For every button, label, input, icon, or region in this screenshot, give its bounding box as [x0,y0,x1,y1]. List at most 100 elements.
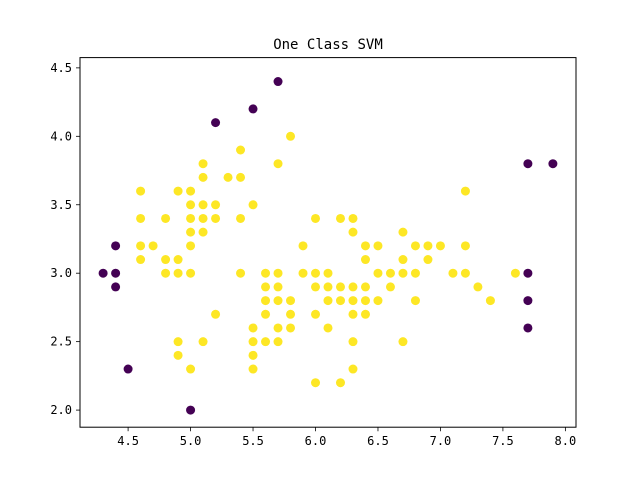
x-axis-ticks: 4.5 5.0 5.5 6.0 6.5 7.0 7.5 8.0 [117,427,576,448]
outlier-point [523,159,533,169]
inlier-point [161,213,171,223]
inlier-point [510,268,520,278]
outlier-point [186,405,196,415]
y-tick-label: 4.5 [50,61,72,75]
inlier-point [261,282,271,292]
inlier-point [261,309,271,319]
inlier-point [173,337,183,347]
inlier-point [410,241,420,251]
inlier-point [248,350,258,360]
inlier-point [348,282,358,292]
inlier-point [385,268,395,278]
inlier-point [186,364,196,374]
inlier-point [348,309,358,319]
inlier-point [323,282,333,292]
inlier-point [410,296,420,306]
inlier-point [423,241,433,251]
outlier-point [111,282,121,292]
inlier-point [198,337,208,347]
inlier-point [173,186,183,196]
outlier-point [523,268,533,278]
inlier-point [485,296,495,306]
inlier-point [311,213,321,223]
inlier-point [323,268,333,278]
outlier-point [111,268,121,278]
inlier-point [360,241,370,251]
inlier-point [286,323,296,333]
inlier-point [186,186,196,196]
inlier-point [248,323,258,333]
outlier-point [248,104,258,114]
points-layer [98,77,558,415]
inlier-point [236,172,246,182]
y-tick-label: 3.5 [50,198,72,212]
inlier-point [398,255,408,265]
inlier-point [198,172,208,182]
inlier-point [211,213,221,223]
inlier-point [373,241,383,251]
inlier-point [273,268,283,278]
y-axis-ticks: 2.0 2.5 3.0 3.5 4.0 4.5 [50,61,80,417]
inlier-point [136,255,146,265]
y-tick-label: 2.5 [50,335,72,349]
x-tick-label: 5.0 [180,434,202,448]
inlier-point [223,172,233,182]
inlier-point [323,323,333,333]
outlier-point [523,323,533,333]
inlier-point [348,296,358,306]
x-tick-label: 4.5 [117,434,139,448]
inlier-point [348,337,358,347]
y-tick-label: 4.0 [50,129,72,143]
inlier-point [448,268,458,278]
inlier-point [186,227,196,237]
chart-title: One Class SVM [273,37,383,53]
inlier-point [236,213,246,223]
inlier-point [186,213,196,223]
inlier-point [311,282,321,292]
inlier-point [286,309,296,319]
inlier-point [385,282,395,292]
inlier-point [360,282,370,292]
inlier-point [360,255,370,265]
plot-frame [79,57,577,428]
inlier-point [335,378,345,388]
inlier-point [323,296,333,306]
inlier-point [273,159,283,169]
inlier-point [261,296,271,306]
x-tick-label: 6.0 [305,434,327,448]
inlier-point [311,268,321,278]
inlier-point [286,296,296,306]
inlier-point [473,282,483,292]
inlier-point [298,268,308,278]
inlier-point [398,337,408,347]
x-tick-label: 8.0 [555,434,577,448]
inlier-point [186,268,196,278]
outlier-point [98,268,108,278]
inlier-point [311,309,321,319]
inlier-point [335,296,345,306]
inlier-point [248,200,258,210]
inlier-point [173,350,183,360]
inlier-point [460,241,470,251]
inlier-point [460,186,470,196]
inlier-point [236,268,246,278]
inlier-point [360,296,370,306]
inlier-point [410,268,420,278]
inlier-point [198,213,208,223]
inlier-point [248,337,258,347]
outlier-point [211,118,221,128]
inlier-point [335,213,345,223]
x-tick-label: 5.5 [242,434,264,448]
inlier-point [335,282,345,292]
x-tick-label: 7.0 [430,434,452,448]
inlier-point [286,131,296,141]
inlier-point [348,227,358,237]
inlier-point [198,159,208,169]
inlier-point [273,282,283,292]
outlier-point [123,364,133,374]
inlier-point [273,337,283,347]
inlier-point [173,255,183,265]
